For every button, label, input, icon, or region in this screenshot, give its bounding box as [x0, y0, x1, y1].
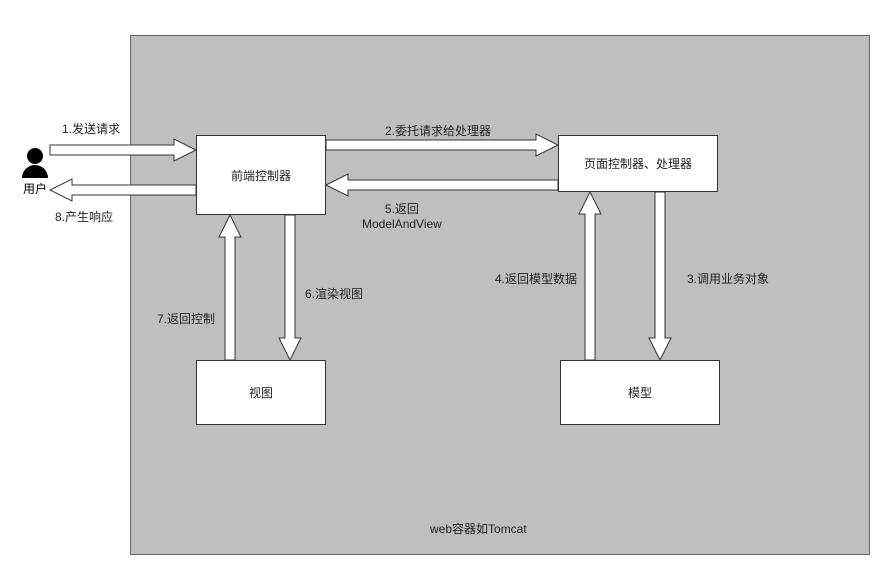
edge-label-1: 1.发送请求 [62, 120, 120, 137]
diagram-canvas: web容器如Tomcat 用户 前端控制器 页面控制器、处理器 视图 模型 1.… [0, 0, 890, 573]
edge-label-8: 8.产生响应 [55, 208, 113, 225]
edge-label-7: 7.返回控制 [157, 310, 215, 327]
edge-label-3: 3.调用业务对象 [687, 270, 769, 287]
edge-label-2: 2.委托请求给处理器 [385, 122, 491, 139]
edge-label-5: 5.返回 ModelAndView [362, 200, 442, 231]
edge-label-4: 4.返回模型数据 [495, 270, 577, 287]
edge-label-6: 6.渲染视图 [305, 285, 363, 302]
